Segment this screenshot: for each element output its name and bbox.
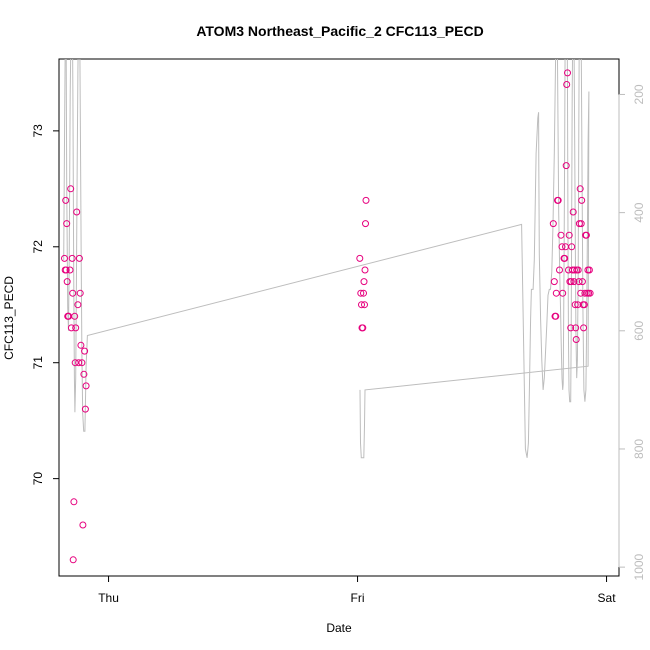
data-point [567,278,575,286]
data-point [564,69,571,77]
y2-tick-label: 600 [632,320,646,340]
y2-tick-label: 800 [632,439,646,459]
data-point [74,301,82,309]
x-axis-label: Date [326,621,352,635]
data-point [565,231,573,239]
data-point [569,208,577,216]
data-point [572,324,580,332]
data-point [79,521,87,529]
data-point [358,301,365,309]
chart-title: ATOM3 Northeast_Pacific_2 CFC113_PECD [196,23,483,39]
data-point [62,196,70,204]
y-tick-label: 71 [31,356,45,370]
data-point [554,196,562,204]
data-point [63,220,71,228]
data-point [78,359,86,367]
data-point [362,196,370,204]
data-point [71,312,79,320]
x-tick-label: Thu [98,591,119,605]
data-point [558,243,566,251]
data-point [552,289,560,297]
y-tick-label: 73 [31,124,45,138]
data-point [66,266,74,274]
data-point [570,278,578,286]
y2-tick-label: 200 [632,84,646,104]
data-point [362,220,369,228]
data-point [62,266,70,274]
data-point [568,243,576,251]
data-point [360,278,368,286]
data-point [67,324,75,332]
plot-frame [58,58,620,577]
data-point [75,254,83,262]
data-point [80,370,88,378]
x-tick-label: Sat [598,591,617,605]
data-point [81,405,89,413]
data-point [559,289,567,297]
data-point [552,312,560,320]
data-point [561,254,569,262]
data-point [571,301,579,309]
data-point [567,324,575,332]
data-point [585,266,593,274]
depth-line-layer [63,59,590,459]
depth-series-line [63,59,590,459]
data-point [69,556,77,564]
data-point [67,185,75,193]
data-point [81,347,89,355]
y-axis-label: CFC113_PECD [2,276,16,360]
y-tick-label: 72 [31,240,45,254]
y2-axis: 200 400 600 800 1000 [618,84,646,580]
data-point [557,231,565,239]
x-tick-label: Fri [351,591,365,605]
data-point [77,341,85,349]
data-point [578,196,586,204]
data-point [72,324,80,332]
data-point [549,220,557,228]
data-point [360,289,367,297]
y-tick-label: 70 [31,472,45,486]
data-point [68,254,76,262]
data-point [359,324,367,332]
data-point [574,266,582,274]
data-point [581,289,589,297]
data-point [580,301,588,309]
data-point [70,498,78,506]
y2-tick-label: 1000 [632,553,646,580]
data-point [73,208,81,216]
data-point [361,266,369,274]
data-point [586,289,594,297]
data-point [82,382,90,390]
data-point [356,254,364,262]
data-point [580,324,588,332]
data-point [582,231,590,239]
data-point [570,266,578,274]
y-axis: 70 71 72 73 [31,124,60,486]
data-point [563,81,571,88]
points-layer [61,69,594,564]
data-point [361,301,368,309]
data-point [61,254,68,262]
data-point [577,220,585,228]
data-point [574,301,582,309]
data-point [572,336,580,343]
data-point [71,359,79,367]
y2-tick-label: 400 [632,202,646,222]
data-point [69,289,77,297]
data-point [576,185,584,193]
data-point [575,278,583,286]
data-point [556,266,563,274]
data-point [357,289,365,297]
x-axis: Thu Fri Sat [98,575,617,605]
data-point [75,359,83,367]
data-point [63,278,71,286]
data-point [562,162,570,170]
data-point [76,289,84,297]
data-point [578,278,586,286]
data-point [550,278,558,286]
